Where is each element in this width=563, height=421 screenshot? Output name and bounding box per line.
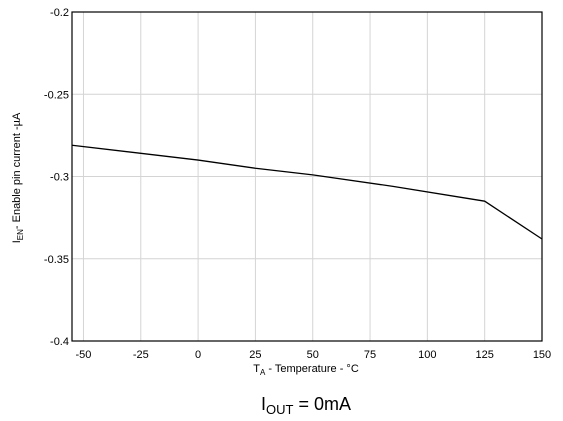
plot-frame — [71, 11, 543, 342]
caption: IOUT = 0mA — [261, 394, 351, 417]
x-tick-label: 75 — [364, 349, 376, 361]
data-point — [311, 173, 314, 176]
x-tick-label: 125 — [476, 349, 494, 361]
data-point — [254, 167, 257, 170]
y-tick-label: -0.3 — [50, 172, 69, 184]
x-tick-label: 100 — [418, 349, 436, 361]
x-tick-label: -50 — [76, 349, 92, 361]
y-tick-label: -0.25 — [44, 89, 69, 101]
y-tick-label: -0.4 — [50, 336, 69, 348]
data-point — [197, 159, 200, 162]
data-point — [483, 200, 486, 203]
x-tick-label: 0 — [195, 349, 201, 361]
y-tick-label: -0.2 — [50, 7, 69, 19]
x-tick-label: 25 — [249, 349, 261, 361]
x-ticks: -50 -25 0 25 50 75 100 125 150 — [76, 349, 552, 361]
grid — [72, 11, 543, 342]
series-group — [71, 144, 543, 240]
data-point — [391, 185, 394, 188]
x-tick-label: 50 — [307, 349, 319, 361]
series-line — [71, 144, 543, 240]
x-tick-label: -25 — [133, 349, 149, 361]
y-tick-label: -0.35 — [44, 254, 69, 266]
y-ticks: -0.2 -0.25 -0.3 -0.35 -0.4 — [44, 7, 69, 348]
x-tick-label: 150 — [533, 349, 551, 361]
y-axis-label: IEN- Enable pin current -µA — [11, 112, 25, 243]
x-axis-label: TA - Temperature - °C — [253, 363, 359, 377]
